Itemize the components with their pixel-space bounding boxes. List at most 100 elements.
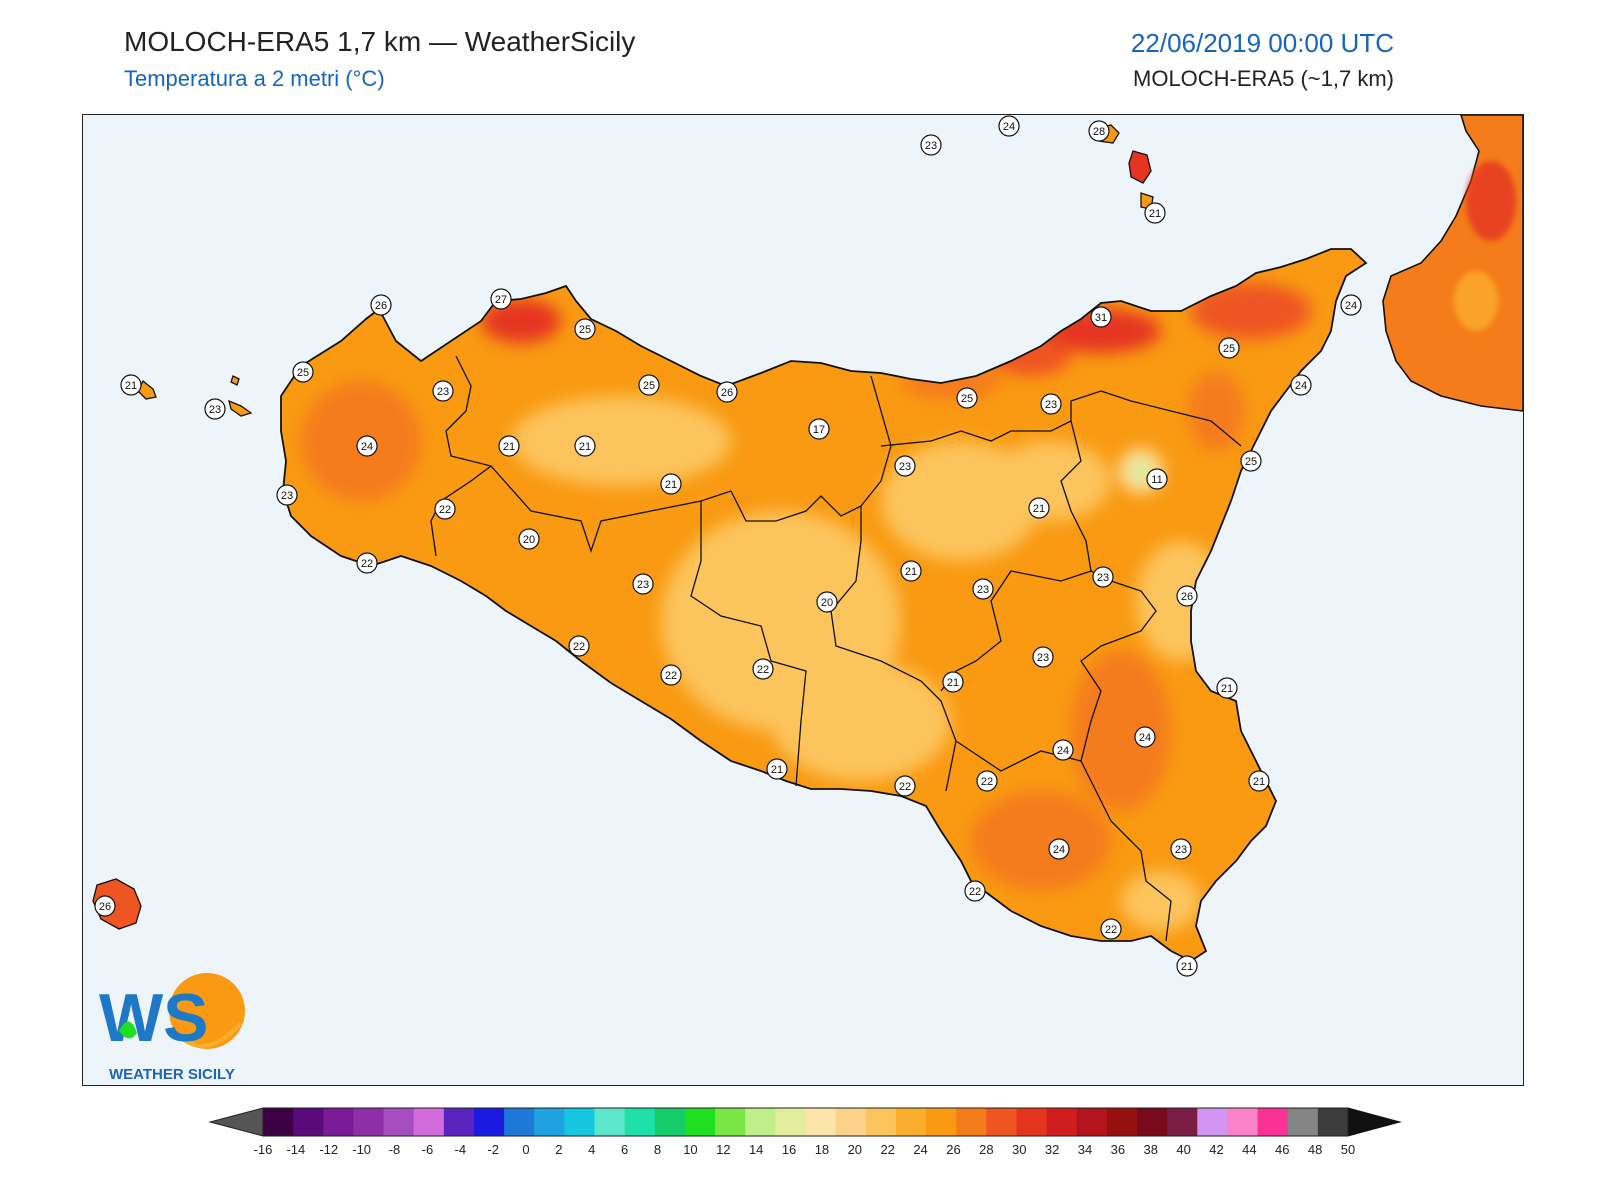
station-marker: 21 [900, 560, 922, 582]
colorbar-tick-label: 38 [1143, 1142, 1157, 1157]
station-marker: 23 [632, 573, 654, 595]
station-temp-label: 24 [1345, 300, 1357, 312]
station-temp-label: 23 [925, 140, 937, 152]
station-marker: 20 [816, 591, 838, 613]
station-dot [574, 318, 596, 340]
colorbar-swatch [594, 1108, 626, 1136]
map-subtitle: Temperatura a 2 metri (°C) [124, 66, 385, 91]
colorbar-swatch [835, 1108, 867, 1136]
station-temp-label: 21 [1221, 683, 1233, 695]
station-dot [1088, 120, 1110, 142]
colorbar-tick-label: 28 [979, 1142, 993, 1157]
station-marker: 23 [204, 398, 226, 420]
station-dot [370, 294, 392, 316]
colorbar-tick-label: 10 [683, 1142, 697, 1157]
station-temp-label: 22 [757, 664, 769, 676]
station-marker: 25 [292, 361, 314, 383]
colorbar-swatch [534, 1108, 565, 1136]
colorbar-swatch [1257, 1108, 1289, 1136]
colorbar-swatch [654, 1108, 686, 1136]
colorbar-swatch [956, 1108, 987, 1136]
colorbar-swatch [383, 1108, 415, 1136]
station-temp-label: 22 [361, 558, 373, 570]
colorbar-swatch [473, 1108, 505, 1136]
station-dot [204, 398, 226, 420]
station-dot [1176, 955, 1198, 977]
station-dot [816, 591, 838, 613]
station-dot [766, 758, 788, 780]
station-marker: 25 [1218, 337, 1240, 359]
station-dot [1146, 468, 1168, 490]
station-temp-label: 25 [643, 380, 655, 392]
colorbar-swatch [926, 1108, 957, 1136]
station-marker: 27 [490, 288, 512, 310]
station-markers: 23 24 28 21 21 23 26 27 25 25 23 24 21 21 23 22 20 22 21 25… [94, 115, 1362, 977]
station-temp-label: 26 [375, 300, 387, 312]
station-temp-label: 24 [1139, 732, 1151, 744]
station-temp-label: 23 [899, 461, 911, 473]
colorbar-tick-label: 48 [1308, 1142, 1322, 1157]
colorbar-swatch [413, 1108, 445, 1136]
station-dot [660, 473, 682, 495]
station-marker: 24 [998, 115, 1020, 137]
station-dot [1028, 497, 1050, 519]
station-dot [292, 361, 314, 383]
station-temp-label: 26 [99, 901, 111, 913]
colorbar-tick-label: 14 [749, 1142, 763, 1157]
colorbar-swatch [865, 1108, 897, 1136]
station-dot [976, 770, 998, 792]
station-marker: 23 [1032, 646, 1054, 668]
station-temp-label: 21 [1033, 503, 1045, 515]
colorbar-tick-label: 0 [522, 1142, 529, 1157]
station-dot [356, 552, 378, 574]
colorbar-tick-label: 8 [654, 1142, 661, 1157]
egadi-islands [228, 399, 253, 417]
station-marker: 23 [920, 134, 942, 156]
colorbar-swatch [1317, 1108, 1349, 1136]
station-temp-label: 26 [1181, 591, 1193, 603]
colorbar-tick-label: 22 [880, 1142, 894, 1157]
colorbar-swatch [1106, 1108, 1138, 1136]
station-dot [356, 435, 378, 457]
colorbar-swatch [293, 1108, 324, 1136]
station-dot [94, 895, 116, 917]
station-marker: 21 [1216, 677, 1238, 699]
station-marker: 21 [1248, 770, 1270, 792]
colorbar-tick-label: 16 [782, 1142, 796, 1157]
colorbar-tick-label: -16 [254, 1142, 273, 1157]
temperature-map[interactable]: 23 24 28 21 21 23 26 27 25 25 23 24 21 21 23 22 20 22 21 25… [82, 114, 1524, 1086]
station-dot [434, 498, 456, 520]
station-temp-label: 24 [1003, 121, 1015, 133]
station-dot [498, 435, 520, 457]
colorbar-swatch [323, 1108, 354, 1136]
station-temp-label: 20 [821, 597, 833, 609]
station-dot [568, 635, 590, 657]
station-marker: 23 [1040, 393, 1062, 415]
station-temp-label: 25 [579, 324, 591, 336]
station-marker: 24 [1134, 726, 1156, 748]
station-dot [1048, 838, 1070, 860]
station-temp-label: 21 [1181, 961, 1193, 973]
station-temp-label: 22 [439, 504, 451, 516]
station-dot [638, 374, 660, 396]
station-temp-label: 23 [1045, 399, 1057, 411]
colorbar-tick-label: -4 [454, 1142, 466, 1157]
station-marker: 23 [432, 380, 454, 402]
station-dot [432, 380, 454, 402]
colorbar-tick-label: 36 [1111, 1142, 1125, 1157]
logo-name: WEATHER SICILY [109, 1066, 235, 1083]
colorbar-tick-label: 46 [1275, 1142, 1289, 1157]
station-dot [752, 658, 774, 680]
station-temp-label: 21 [947, 677, 959, 689]
station-temp-label: 28 [1093, 126, 1105, 138]
station-dot [1216, 677, 1238, 699]
colorbar-swatch [1016, 1108, 1048, 1136]
station-marker: 26 [370, 294, 392, 316]
colorbar-swatch [443, 1108, 475, 1136]
station-marker: 22 [568, 635, 590, 657]
colorbar-tick-label: -8 [389, 1142, 401, 1157]
station-dot [1040, 393, 1062, 415]
station-dot [1248, 770, 1270, 792]
colorbar-swatch [1076, 1108, 1108, 1136]
station-marker: 26 [1176, 585, 1198, 607]
